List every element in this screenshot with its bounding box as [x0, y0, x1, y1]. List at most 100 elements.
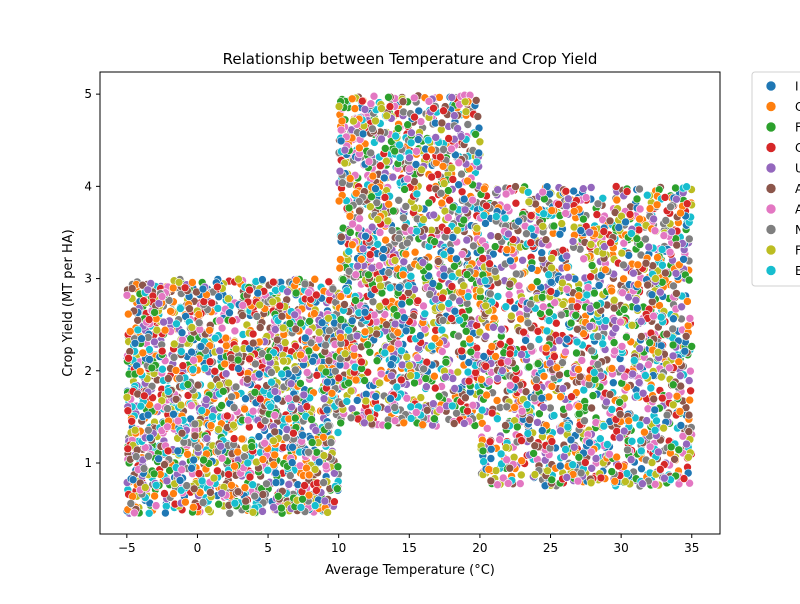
- scatter-point: [390, 256, 400, 265]
- scatter-point: [122, 290, 132, 300]
- scatter-point: [640, 427, 649, 437]
- scatter-point: [284, 480, 294, 489]
- scatter-point: [574, 452, 584, 462]
- scatter-point: [469, 241, 478, 251]
- scatter-point: [557, 310, 566, 320]
- scatter-point: [217, 453, 227, 463]
- scatter-point: [679, 474, 689, 483]
- scatter-point: [447, 282, 457, 291]
- scatter-point: [193, 443, 203, 453]
- scatter-point: [344, 325, 353, 335]
- scatter-point: [481, 219, 490, 228]
- scatter-point: [443, 213, 453, 222]
- scatter-point: [123, 444, 133, 454]
- scatter-point: [187, 463, 196, 473]
- scatter-point: [133, 315, 142, 325]
- scatter-point: [197, 476, 207, 486]
- scatter-point: [190, 419, 200, 429]
- scatter-point: [363, 340, 373, 350]
- scatter-point: [326, 438, 336, 447]
- scatter-point: [489, 322, 498, 332]
- scatter-point: [593, 332, 603, 341]
- scatter-point: [205, 357, 215, 367]
- scatter-point: [377, 134, 386, 144]
- scatter-point: [476, 375, 486, 384]
- scatter-point: [461, 393, 470, 403]
- scatter-point: [605, 449, 614, 459]
- scatter-point: [464, 358, 474, 367]
- scatter-point: [143, 410, 153, 420]
- scatter-point: [338, 178, 347, 187]
- scatter-point: [336, 418, 346, 428]
- scatter-point: [340, 300, 349, 309]
- scatter-point: [140, 391, 149, 401]
- scatter-point: [384, 268, 394, 277]
- scatter-point: [335, 166, 345, 176]
- scatter-point: [439, 179, 449, 188]
- scatter-point: [592, 210, 602, 219]
- scatter-point: [381, 235, 390, 245]
- scatter-point: [424, 97, 434, 106]
- scatter-point: [447, 314, 456, 323]
- scatter-point: [365, 250, 375, 259]
- scatter-point: [357, 357, 366, 367]
- scatter-point: [372, 356, 382, 366]
- scatter-point: [227, 392, 236, 402]
- scatter-point: [538, 222, 548, 231]
- scatter-point: [348, 219, 357, 229]
- scatter-point: [332, 484, 342, 494]
- scatter-point: [336, 136, 346, 146]
- scatter-point: [578, 184, 588, 193]
- scatter-point: [431, 133, 441, 142]
- scatter-point: [485, 377, 494, 386]
- scatter-point: [523, 429, 533, 438]
- scatter-point: [674, 445, 684, 455]
- scatter-point: [280, 338, 290, 347]
- scatter-point: [679, 254, 688, 264]
- scatter-point: [596, 473, 606, 483]
- scatter-point: [551, 318, 561, 328]
- scatter-point: [465, 334, 475, 344]
- scatter-point: [291, 288, 301, 298]
- scatter-point: [546, 287, 556, 296]
- scatter-point: [416, 393, 426, 402]
- scatter-point: [675, 407, 685, 416]
- scatter-point: [495, 435, 504, 444]
- scatter-point: [561, 347, 570, 357]
- scatter-point: [248, 480, 257, 490]
- scatter-point: [169, 489, 178, 498]
- scatter-point: [264, 352, 273, 362]
- scatter-point: [491, 352, 500, 361]
- scatter-point: [395, 153, 405, 162]
- scatter-point: [127, 284, 137, 293]
- scatter-point: [390, 146, 400, 156]
- scatter-point: [130, 425, 140, 435]
- scatter-point: [487, 342, 497, 351]
- scatter-point: [498, 366, 507, 375]
- scatter-point: [619, 305, 629, 314]
- scatter-point: [412, 189, 422, 199]
- scatter-point: [177, 347, 186, 356]
- scatter-point: [437, 198, 447, 208]
- scatter-point: [563, 194, 573, 204]
- scatter-point: [319, 394, 329, 404]
- scatter-point: [501, 421, 510, 430]
- scatter-point: [247, 442, 257, 451]
- scatter-point: [285, 319, 295, 328]
- scatter-point: [189, 484, 199, 494]
- scatter-point: [144, 425, 153, 435]
- scatter-point: [405, 153, 414, 163]
- scatter-point: [539, 371, 549, 381]
- scatter-point: [224, 378, 233, 388]
- scatter-point: [599, 227, 609, 236]
- scatter-point: [198, 284, 208, 294]
- scatter-point: [124, 309, 133, 319]
- scatter-point: [549, 411, 559, 420]
- scatter-point: [177, 328, 187, 338]
- scatter-point: [493, 185, 503, 194]
- scatter-point: [635, 344, 645, 353]
- scatter-point: [472, 223, 482, 233]
- scatter-point: [364, 157, 374, 166]
- scatter-point: [622, 332, 631, 342]
